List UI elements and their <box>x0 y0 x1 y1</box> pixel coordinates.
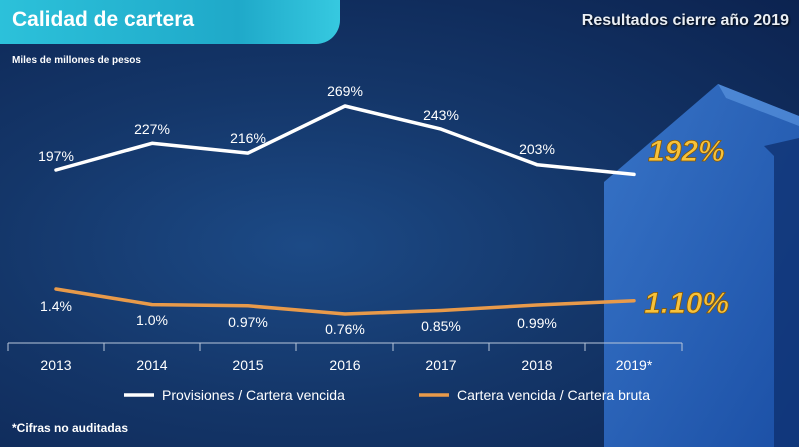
data-label-provisiones: 243% <box>423 107 459 123</box>
series-line-provisiones <box>54 104 636 177</box>
page-title: Calidad de cartera <box>12 8 195 31</box>
x-tick-label: 2016 <box>329 357 360 373</box>
x-tick-label: 2017 <box>425 357 456 373</box>
section-title: Resultados cierre año 2019 <box>581 12 789 29</box>
data-label-cartera: 0.85% <box>421 318 461 334</box>
legend-label-provisiones: Provisiones / Cartera vencida <box>162 387 345 403</box>
x-tick-label: 2018 <box>521 357 552 373</box>
provisiones-highlight: 192% <box>648 135 725 168</box>
data-label-cartera: 0.99% <box>517 315 557 331</box>
data-label-cartera: 0.76% <box>325 321 365 337</box>
footnote: *Cifras no auditadas <box>12 421 129 435</box>
series-line-cartera <box>54 287 636 316</box>
x-tick-label: 2019* <box>616 357 653 373</box>
data-label-cartera: 1.0% <box>136 312 168 328</box>
header-bar: Calidad de cartera <box>0 0 340 44</box>
units-label: Miles de millones de pesos <box>12 55 141 66</box>
data-label-cartera: 0.97% <box>228 314 268 330</box>
x-tick-label: 2013 <box>40 357 71 373</box>
data-label-provisiones: 269% <box>327 83 363 99</box>
x-tick-label: 2015 <box>232 357 263 373</box>
data-label-provisiones: 197% <box>38 148 74 164</box>
data-label-provisiones: 227% <box>134 121 170 137</box>
arrow-graphic <box>604 84 799 447</box>
data-label-provisiones: 216% <box>230 130 266 146</box>
data-label-cartera: 1.4% <box>40 298 72 314</box>
x-tick-label: 2014 <box>136 357 167 373</box>
data-label-provisiones: 203% <box>519 141 555 157</box>
legend-label-cartera: Cartera vencida / Cartera bruta <box>457 387 650 403</box>
cartera-highlight: 1.10% <box>644 287 729 320</box>
